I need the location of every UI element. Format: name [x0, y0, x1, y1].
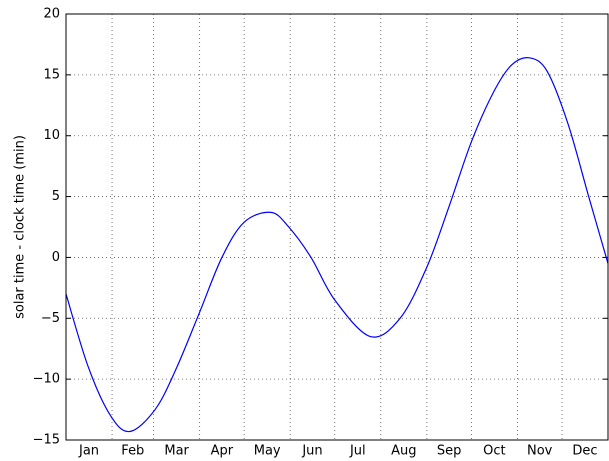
y-tick-label: −15: [33, 433, 60, 448]
plot-frame: [65, 13, 609, 441]
y-tick-label: 0: [52, 250, 60, 265]
y-tick-label: −10: [33, 372, 60, 387]
x-tick-label: Mar: [164, 444, 189, 459]
y-tick-label: 20: [43, 7, 60, 22]
x-tick-label: Jun: [301, 444, 322, 459]
x-tick-label: Jan: [78, 444, 99, 459]
x-tick-label: Nov: [527, 444, 553, 459]
x-tick-label: Apr: [211, 444, 234, 459]
x-tick-label: Aug: [391, 444, 416, 459]
y-tick-label: 10: [43, 128, 60, 143]
x-tick-label: Sep: [437, 444, 462, 459]
x-tick-label: May: [254, 444, 281, 459]
y-axis-label: solar time - clock time (min): [13, 135, 28, 319]
data-line: [66, 57, 608, 433]
x-tick-label: Feb: [121, 444, 144, 459]
x-tick-label: Dec: [572, 444, 597, 459]
y-tick-label: 15: [43, 67, 60, 82]
y-tick-label: 5: [52, 189, 60, 204]
x-tick-label: Oct: [483, 444, 505, 459]
y-tick-label: −5: [41, 311, 60, 326]
x-tick-label: Jul: [349, 444, 366, 459]
